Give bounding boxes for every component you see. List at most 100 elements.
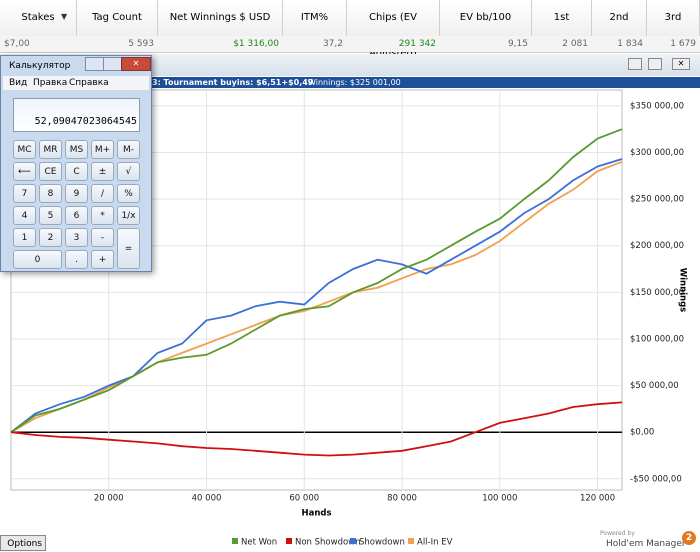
calc-title: Калькулятор — [9, 61, 71, 71]
table-cell: 291 342 — [347, 36, 440, 52]
table-cell: 2 081 — [532, 36, 592, 52]
x-axis-title: Hands — [301, 509, 331, 519]
y-tick-label: $350 000,00 — [630, 101, 684, 111]
x-tick-label: 40 000 — [192, 494, 222, 504]
minimize[interactable] — [628, 58, 642, 70]
y-tick-label: $150 000,00 — [630, 288, 684, 298]
series-line — [10, 158, 623, 433]
calc-button[interactable]: 7 — [13, 184, 36, 203]
window-bar: ✕ — [0, 54, 700, 76]
calc-button[interactable]: M+ — [91, 140, 114, 159]
table-cell: 1 834 — [592, 36, 647, 52]
table-cell: 9,15 — [440, 36, 532, 52]
calc-button[interactable]: * — [91, 206, 114, 225]
stats-table: Stakes $7,00 Tag Count 5 593 Net Winnings $ … — [0, 0, 700, 59]
calc-button[interactable]: - — [91, 228, 114, 247]
calc-button[interactable]: C — [65, 162, 88, 181]
legend-swatch — [286, 538, 292, 544]
x-tick-label: 60 000 — [289, 494, 319, 504]
calc-button[interactable]: + — [91, 250, 114, 269]
y-tick-label: $200 000,00 — [630, 241, 684, 251]
y-tick-label: $0,00 — [630, 428, 654, 438]
calc-button[interactable]: M- — [117, 140, 140, 159]
calc-close[interactable]: ✕ — [121, 57, 151, 71]
table-cell: $7,00 — [0, 36, 77, 52]
calc-button[interactable]: 1/x — [117, 206, 140, 225]
table-cell: $1 316,00 — [158, 36, 283, 52]
calc-button[interactable]: √ — [117, 162, 140, 181]
restore[interactable] — [648, 58, 662, 70]
legend-label: All-In EV — [417, 538, 453, 548]
calc-button[interactable]: MR — [39, 140, 62, 159]
calc-button[interactable]: 2 — [39, 228, 62, 247]
column-header[interactable]: 2nd — [592, 0, 647, 36]
calc-button[interactable]: / — [91, 184, 114, 203]
x-tick-label: 100 000 — [482, 494, 517, 504]
column-header[interactable]: Net Winnings $ USD — [158, 0, 283, 36]
legend-label: Non Showdown — [295, 538, 361, 548]
legend-swatch — [350, 538, 356, 544]
y-tick-label: -$50 000,00 — [630, 474, 682, 484]
calc-display: 52,09047023064545 — [13, 98, 140, 132]
series-line — [10, 401, 623, 457]
menu-item[interactable]: Вид — [9, 78, 28, 88]
calc-button[interactable]: 9 — [65, 184, 88, 203]
table-cell: 1 679 — [647, 36, 700, 52]
column-header[interactable]: Stakes — [0, 0, 77, 36]
calc-button[interactable]: 1 — [13, 228, 36, 247]
calc-maximize[interactable] — [103, 57, 123, 71]
series-line — [10, 160, 623, 433]
chart-header: 3: Tournament buyins: $6,51+$0,49 Winnin… — [0, 77, 700, 88]
calc-button[interactable]: ± — [91, 162, 114, 181]
y-tick-label: $100 000,00 — [630, 334, 684, 344]
calc-button[interactable]: 3 — [65, 228, 88, 247]
legend-swatch — [408, 538, 414, 544]
calc-button[interactable]: . — [65, 250, 88, 269]
column-header[interactable]: Chips (EV Adjusted) — [347, 0, 440, 59]
y-tick-label: $300 000,00 — [630, 148, 684, 158]
calc-button[interactable]: 5 — [39, 206, 62, 225]
brand: Hold'em Manager — [606, 539, 686, 549]
calc-button[interactable]: CE — [39, 162, 62, 181]
brand-badge: 2 — [682, 531, 696, 545]
calc-button[interactable]: 8 — [39, 184, 62, 203]
column-header[interactable]: Tag Count — [77, 0, 158, 36]
column-header[interactable]: 3rd — [647, 0, 700, 36]
y-tick-label: $50 000,00 — [630, 381, 679, 391]
calc-button[interactable]: ⟵ — [13, 162, 36, 181]
calc-button[interactable]: 4 — [13, 206, 36, 225]
legend-swatch — [232, 538, 238, 544]
calc-minimize[interactable] — [85, 57, 105, 71]
calc-button[interactable]: 6 — [65, 206, 88, 225]
x-tick-label: 80 000 — [387, 494, 417, 504]
column-header[interactable]: EV bb/100 — [440, 0, 532, 36]
winnings-text: Winnings: $325 001,00 — [308, 78, 401, 87]
calc-button[interactable]: = — [117, 228, 140, 269]
menu-item[interactable]: Правка — [33, 78, 68, 88]
legend-label: Showdown — [359, 538, 405, 548]
table-cell: 37,2 — [283, 36, 347, 52]
column-header[interactable]: 1st — [532, 0, 592, 36]
legend-label: Net Won — [241, 538, 277, 548]
options-label: Options — [7, 539, 42, 549]
y-tick-label: $250 000,00 — [630, 195, 684, 205]
x-tick-label: 120 000 — [580, 494, 615, 504]
calc-button[interactable]: MS — [65, 140, 88, 159]
powered-by: Powered by — [600, 530, 635, 537]
table-cell: 5 593 — [77, 36, 158, 52]
buyins-text: 3: Tournament buyins: $6,51+$0,49 — [152, 78, 314, 87]
close[interactable]: ✕ — [672, 58, 690, 70]
column-header[interactable]: ITM% — [283, 0, 347, 36]
dropdown-arrow[interactable]: ▼ — [61, 12, 68, 21]
menu-item[interactable]: Справка — [69, 78, 109, 88]
calculator-window: Калькулятор ✕ Вид Правка Справка 52,090470… — [0, 55, 152, 272]
y-axis-title: Winnings — [678, 268, 688, 313]
series-line — [10, 128, 623, 433]
calc-menu: Вид Правка Справка — [3, 76, 149, 90]
options-button[interactable]: Options — [0, 535, 46, 551]
x-tick-label: 20 000 — [94, 494, 124, 504]
calc-button[interactable]: % — [117, 184, 140, 203]
calc-button[interactable]: MC — [13, 140, 36, 159]
calc-button[interactable]: 0 — [13, 250, 62, 269]
